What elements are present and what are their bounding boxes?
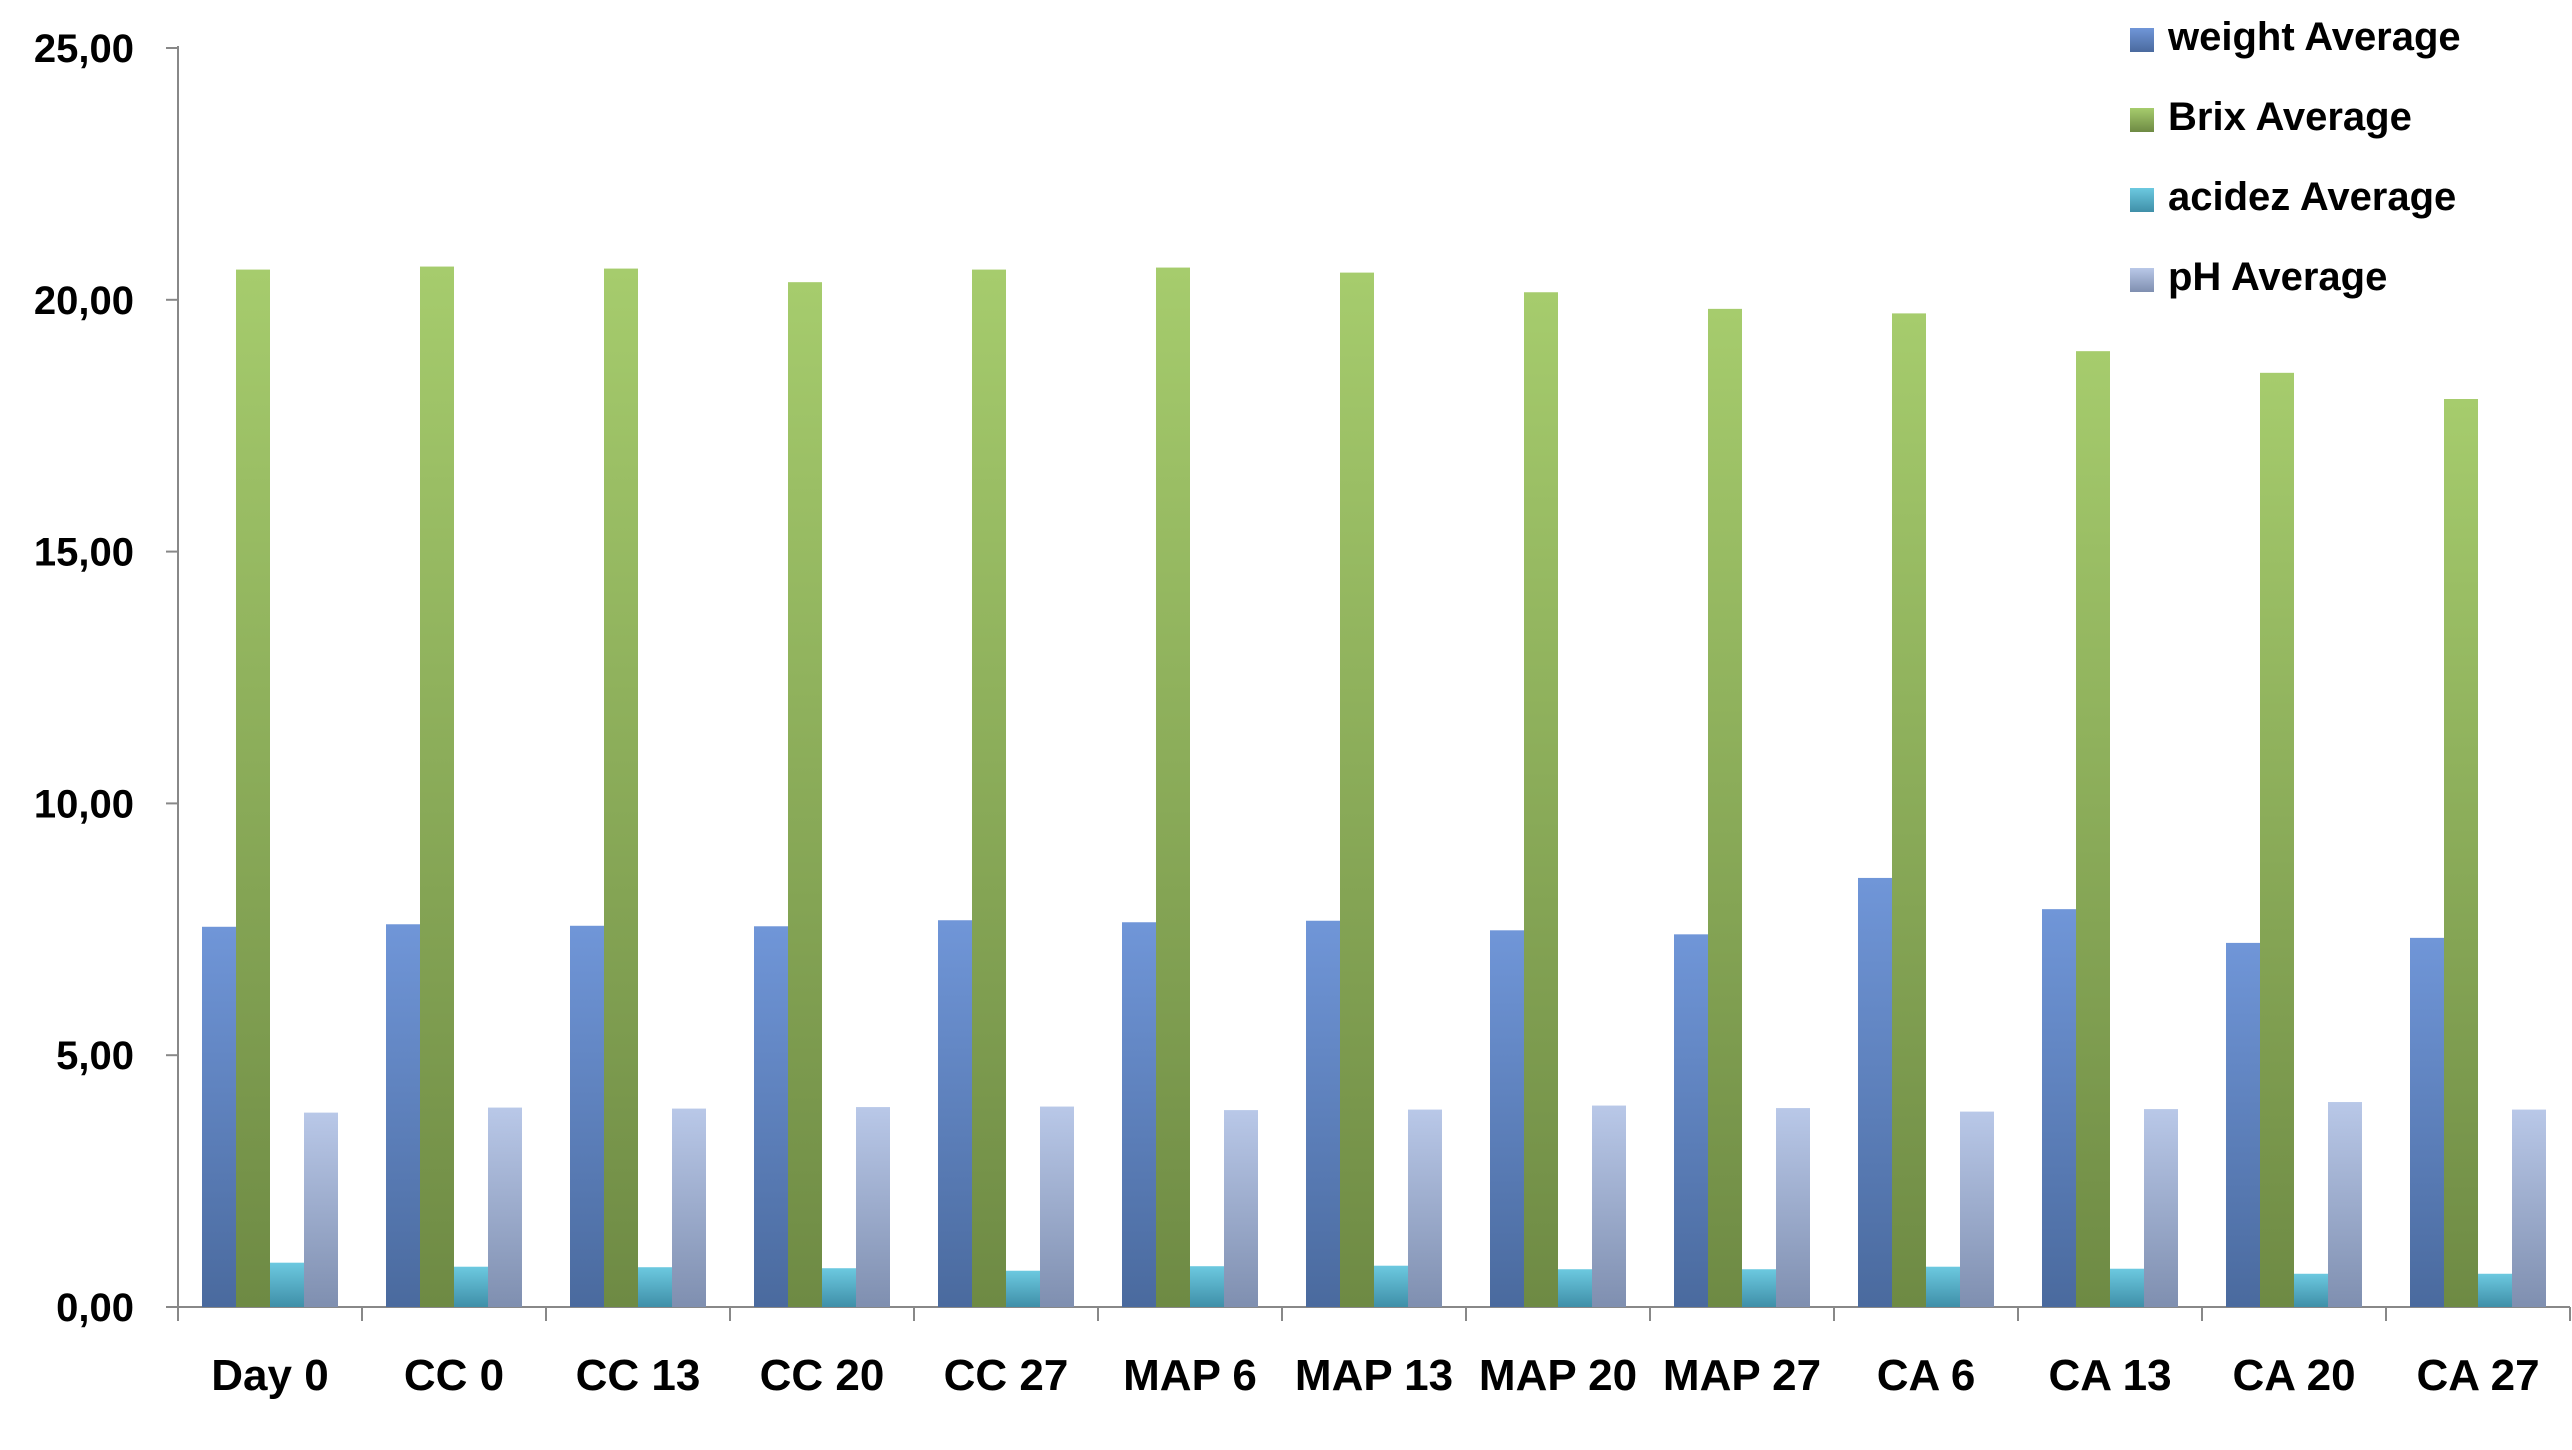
bar <box>1306 921 1340 1307</box>
bar <box>822 1268 856 1307</box>
bar <box>1892 313 1926 1307</box>
bar <box>2294 1274 2328 1307</box>
bar <box>1592 1106 1626 1307</box>
bar <box>1708 309 1742 1307</box>
bar <box>604 269 638 1307</box>
legend-label: pH Average <box>2168 255 2387 299</box>
x-category-label: CA 6 <box>1877 1351 1976 1400</box>
bar <box>2328 1102 2362 1307</box>
bar <box>1156 268 1190 1307</box>
bar <box>1040 1107 1074 1307</box>
y-tick-label: 20,00 <box>34 279 134 323</box>
bar <box>570 926 604 1307</box>
bar <box>1926 1267 1960 1307</box>
x-category-label: CA 20 <box>2232 1351 2355 1400</box>
bar <box>386 924 420 1307</box>
x-category-label: CC 0 <box>404 1351 504 1400</box>
x-category-label: MAP 20 <box>1479 1351 1637 1400</box>
x-axis-category-labels: Day 0 CC 0 CC 13 CC 20 CC 27 MAP 6 MAP 13 MAP 2… <box>211 1351 2539 1400</box>
bar <box>1524 292 1558 1307</box>
bar <box>270 1263 304 1307</box>
legend-label: weight Average <box>2167 15 2461 59</box>
x-category-label: MAP 27 <box>1663 1351 1821 1400</box>
bar <box>1408 1110 1442 1307</box>
legend-label: acidez Average <box>2168 175 2456 219</box>
legend-swatch <box>2130 188 2154 212</box>
bar <box>2444 399 2478 1307</box>
bar <box>1674 934 1708 1307</box>
x-category-label: CA 27 <box>2416 1351 2539 1400</box>
bar <box>1858 878 1892 1307</box>
bar <box>856 1107 890 1307</box>
bars <box>202 267 2546 1307</box>
bar <box>754 926 788 1307</box>
bar <box>1742 1269 1776 1307</box>
bar <box>1374 1266 1408 1307</box>
bar <box>1960 1112 1994 1307</box>
y-tick-label: 25,00 <box>34 27 134 71</box>
legend-swatch <box>2130 268 2154 292</box>
bar <box>1224 1110 1258 1307</box>
bar <box>2410 938 2444 1307</box>
bar <box>1558 1269 1592 1307</box>
bar <box>1490 930 1524 1307</box>
legend: weight Average Brix Average acidez Average… <box>2130 15 2461 299</box>
bar <box>1340 273 1374 1307</box>
bar <box>454 1267 488 1307</box>
bar <box>938 920 972 1307</box>
y-tick-label: 5,00 <box>56 1034 134 1078</box>
x-category-label: Day 0 <box>211 1351 328 1400</box>
bar <box>202 927 236 1307</box>
bar <box>2226 943 2260 1307</box>
bar <box>2260 373 2294 1307</box>
bar <box>1122 922 1156 1307</box>
y-axis-tick-labels: 0,00 5,00 10,00 15,00 20,00 25,00 <box>34 27 134 1330</box>
bar <box>488 1108 522 1307</box>
legend-swatch <box>2130 28 2154 52</box>
y-tick-label: 0,00 <box>56 1286 134 1330</box>
bar <box>2110 1269 2144 1307</box>
y-tick-label: 15,00 <box>34 531 134 575</box>
x-category-label: CC 13 <box>576 1351 701 1400</box>
bar <box>2512 1110 2546 1307</box>
bar <box>788 282 822 1307</box>
x-category-label: MAP 13 <box>1295 1351 1453 1400</box>
bar <box>1006 1271 1040 1307</box>
x-category-label: CC 20 <box>760 1351 885 1400</box>
bar <box>2076 351 2110 1307</box>
bar <box>2478 1274 2512 1307</box>
legend-label: Brix Average <box>2168 95 2412 139</box>
legend-swatch <box>2130 108 2154 132</box>
bar <box>672 1109 706 1307</box>
bar <box>236 270 270 1307</box>
bar <box>1776 1108 1810 1307</box>
bar <box>972 270 1006 1307</box>
bar <box>304 1113 338 1307</box>
bar <box>2042 909 2076 1307</box>
y-tick-label: 10,00 <box>34 782 134 826</box>
bar <box>1190 1266 1224 1307</box>
bar <box>638 1267 672 1307</box>
x-category-label: CA 13 <box>2048 1351 2171 1400</box>
x-category-label: MAP 6 <box>1123 1351 1257 1400</box>
bar <box>420 267 454 1307</box>
bar <box>2144 1109 2178 1307</box>
x-category-label: CC 27 <box>944 1351 1069 1400</box>
